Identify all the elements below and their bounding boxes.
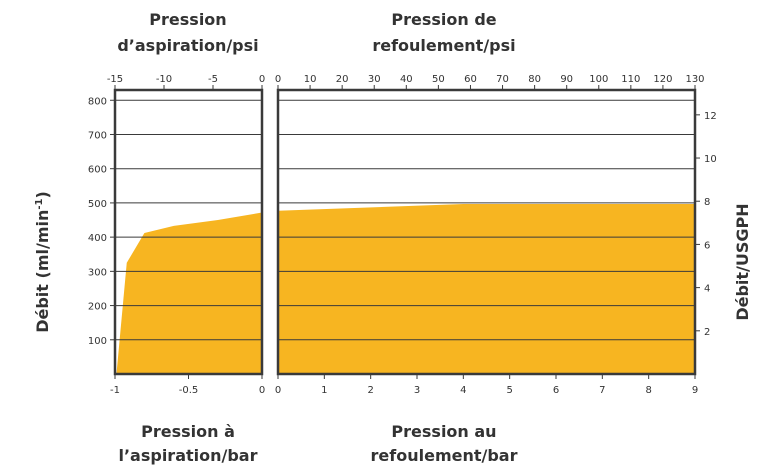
discharge-top-title-line-1: Pression de: [391, 10, 496, 29]
suction-top-title: Pression d’aspiration/psi: [117, 10, 258, 55]
suction-flow-area: [116, 212, 262, 374]
y-left-tick-label-800: 800: [88, 96, 107, 107]
discharge-top-tick-label-0: 0: [275, 74, 281, 85]
suction-top-tick-label-0: 0: [259, 74, 265, 85]
discharge-top-title: Pression de refoulement/psi: [372, 10, 515, 55]
discharge-top-tick-label-30: 30: [368, 74, 381, 85]
suction-frame: [113, 88, 264, 376]
suction-bottom-title-line-1: Pression à: [141, 422, 235, 441]
discharge-top-tick-label-90: 90: [560, 74, 573, 85]
discharge-flow-area: [278, 203, 695, 374]
suction-bottom-tick-label-0: 0: [259, 385, 265, 396]
discharge-frame: [276, 88, 697, 376]
y-right-tick-label-10: 10: [704, 154, 717, 165]
y-right-tick-label-4: 4: [704, 284, 710, 295]
y-left-tick-label-100: 100: [88, 336, 107, 347]
suction-top-tick-label--10: -10: [156, 74, 172, 85]
discharge-bottom-tick-label-0: 0: [275, 385, 281, 396]
suction-bottom-tick-label--1: -1: [110, 385, 120, 396]
suction-top-title-line-1: Pression: [149, 10, 226, 29]
suction-bottom-title-line-2: l’aspiration/bar: [118, 446, 257, 465]
discharge-top-tick-label-80: 80: [528, 74, 541, 85]
discharge-bottom-tick-label-6: 6: [553, 385, 559, 396]
y-right-tick-label-2: 2: [704, 327, 710, 338]
suction-top-title-line-2: d’aspiration/psi: [117, 36, 258, 55]
discharge-top-tick-label-120: 120: [653, 74, 672, 85]
discharge-top-tick-label-40: 40: [400, 74, 413, 85]
suction-bottom-tick-label--0.5: -0.5: [179, 385, 199, 396]
suction-bottom-title: Pression à l’aspiration/bar: [118, 422, 257, 465]
discharge-bottom-tick-label-7: 7: [599, 385, 605, 396]
discharge-top-tick-label-20: 20: [336, 74, 349, 85]
discharge-top-tick-label-70: 70: [496, 74, 509, 85]
y-left-tick-label-200: 200: [88, 302, 107, 313]
suction-top-tick-label--5: -5: [208, 74, 218, 85]
discharge-bottom-tick-label-2: 2: [367, 385, 373, 396]
discharge-bottom-tick-label-5: 5: [506, 385, 512, 396]
y-left-tick-label-400: 400: [88, 233, 107, 244]
y-left-tick-label-700: 700: [88, 130, 107, 141]
suction-top-tick-label--15: -15: [107, 74, 123, 85]
discharge-bottom-tick-label-8: 8: [645, 385, 651, 396]
y-left-axis-label: Débit (ml/min-1): [33, 191, 52, 333]
discharge-bottom-title: Pression au refoulement/bar: [371, 422, 518, 465]
y-left-axis-label-close: ): [33, 191, 52, 198]
y-left-axis-label-main: Débit (ml/min: [33, 210, 52, 333]
discharge-bottom-tick-label-3: 3: [414, 385, 420, 396]
discharge-bottom-title-line-2: refoulement/bar: [371, 446, 518, 465]
discharge-bottom-title-line-1: Pression au: [391, 422, 496, 441]
discharge-bottom-tick-label-1: 1: [321, 385, 327, 396]
y-right-tick-label-6: 6: [704, 240, 710, 251]
discharge-top-tick-label-50: 50: [432, 74, 445, 85]
panel-suction: 100 200 300 400 500 600 700 800-15 -10 -5 0 -1 -0.5 0: [88, 74, 265, 396]
y-left-axis-label-sup: -1: [34, 198, 45, 209]
discharge-top-tick-label-100: 100: [589, 74, 608, 85]
discharge-bottom-tick-label-9: 9: [692, 385, 698, 396]
y-left-tick-label-500: 500: [88, 199, 107, 210]
y-right-axis-label: Débit/USGPH: [733, 203, 752, 320]
discharge-bottom-tick-label-4: 4: [460, 385, 466, 396]
y-left-tick-label-600: 600: [88, 165, 107, 176]
discharge-top-tick-label-130: 130: [685, 74, 704, 85]
y-right-tick-label-8: 8: [704, 197, 710, 208]
y-left-tick-label-300: 300: [88, 267, 107, 278]
discharge-top-tick-label-10: 10: [304, 74, 317, 85]
discharge-top-tick-label-110: 110: [621, 74, 640, 85]
discharge-top-tick-label-60: 60: [464, 74, 477, 85]
discharge-top-title-line-2: refoulement/psi: [372, 36, 515, 55]
y-right-tick-label-12: 12: [704, 111, 717, 122]
